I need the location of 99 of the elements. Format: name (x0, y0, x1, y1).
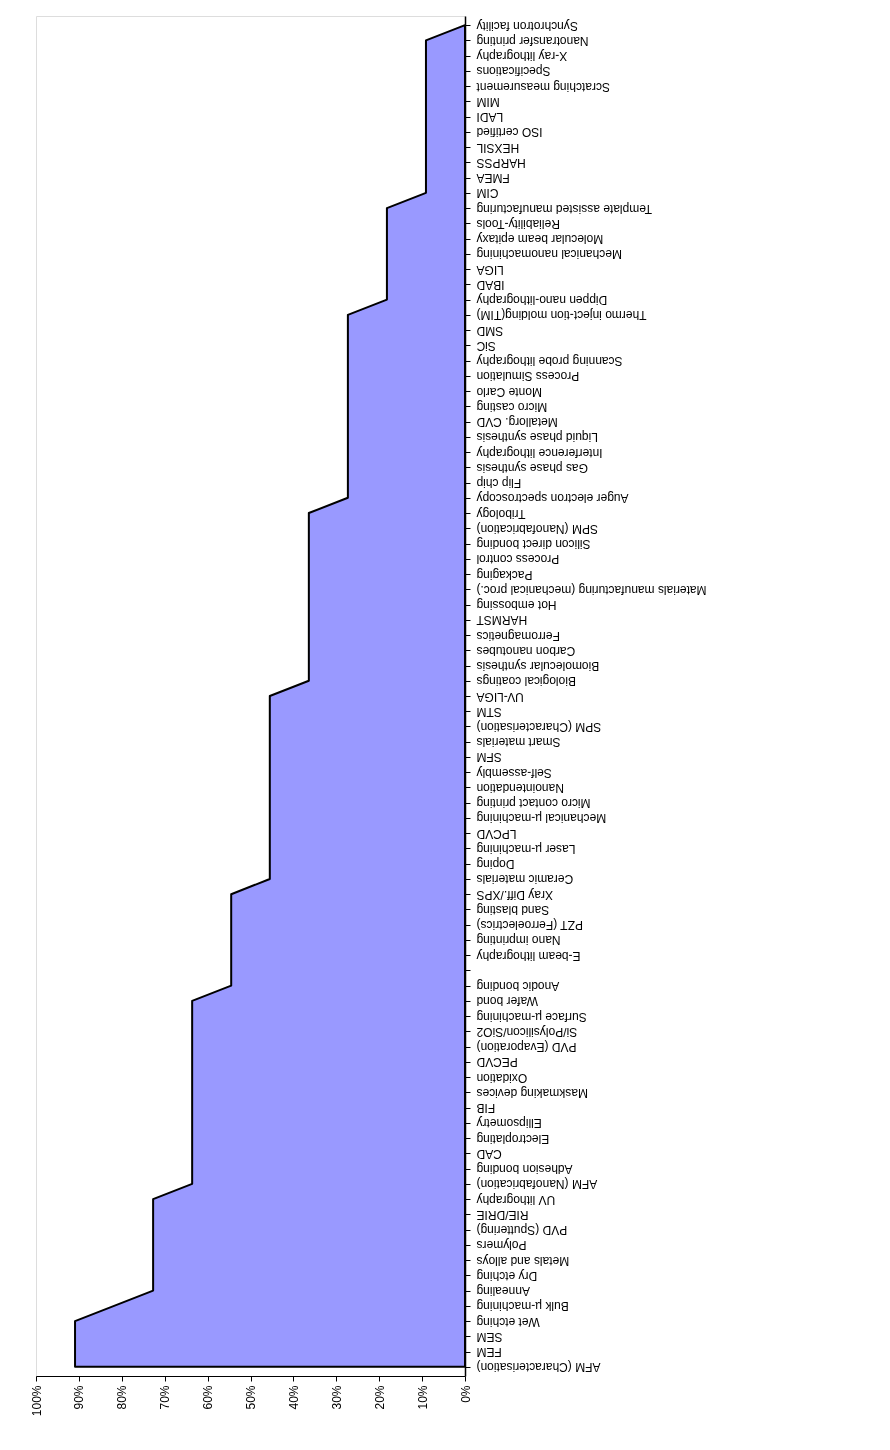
y-tick-label: Ellipsometry (476, 1116, 542, 1131)
y-tick-label: Oxidation (476, 1070, 528, 1085)
y-tick-label: LIGA (476, 262, 504, 277)
y-tick-label: Si/Polysilicon/SiO2 (476, 1024, 578, 1039)
y-tick-label: Wet etching (476, 1314, 540, 1329)
y-tick-label: Specifications (476, 64, 551, 79)
y-tick-label: Carbon nanotubes (476, 643, 576, 658)
y-tick-label: PVD (Sputtering) (476, 1223, 568, 1238)
y-tick-label: SEM (476, 1329, 503, 1344)
y-tick-label: Wafer bond (476, 994, 539, 1009)
y-tick-label: Smart materials (476, 735, 561, 750)
y-tick-label: SiC (476, 338, 496, 353)
y-tick-label: Nanotransfer printing (476, 33, 589, 48)
y-tick-label: RIE/DRIE (476, 1207, 529, 1222)
y-tick-label: Sand blasting (476, 902, 550, 917)
y-tick-label: STM (476, 704, 502, 719)
y-tick-label: AFM (Nanofabrication) (476, 1177, 598, 1192)
y-tick-label: Synchrotron facility (476, 18, 578, 33)
y-tick-label: CAD (476, 1146, 502, 1161)
y-tick-label: Electroplating (476, 1131, 550, 1146)
y-tick-label: Micro casting (476, 399, 548, 414)
y-tick-label: Micro contact printing (476, 796, 591, 811)
y-tick-label: Process control (476, 552, 560, 567)
y-tick-label: FEM (476, 1345, 502, 1360)
y-tick-label: Annealing (476, 1284, 530, 1299)
y-tick-label: Flip chip (476, 476, 522, 491)
y-tick-label: Ferromagnetics (476, 628, 560, 643)
y-tick-label: HARMST (475, 613, 528, 628)
x-tick-label: 30% (329, 1385, 344, 1410)
y-tick-label: IBAD (476, 277, 505, 292)
y-tick-label: FIB (476, 1101, 496, 1116)
y-tick-label: Biological coatings (476, 674, 576, 689)
y-tick-label: AFM (Characterisation) (476, 1360, 601, 1375)
y-tick-label: Nano imprinting (476, 933, 561, 948)
y-tick-label: LPCVD (476, 826, 517, 841)
y-tick-label: Tribology (476, 506, 526, 521)
y-tick-label: UV-LIGA (476, 689, 524, 704)
x-tick-label: 80% (115, 1385, 130, 1410)
y-tick-label: Reliability-Tools (476, 216, 560, 231)
y-tick-label: Doping (476, 857, 515, 872)
x-tick-label: 70% (158, 1385, 173, 1410)
y-tick-label: UV lithography (476, 1192, 556, 1207)
y-tick-label: Gas phase synthesis (476, 460, 588, 475)
y-tick-label: Dippen nano-lithography (476, 293, 608, 308)
y-tick-label: Thermo inject-tion molding(TIM) (476, 308, 647, 323)
x-tick-label: 0% (458, 1385, 473, 1403)
y-tick-label: SMD (476, 323, 504, 338)
y-tick-label: Metals and alloys (476, 1253, 570, 1268)
x-tick-label: 60% (201, 1385, 216, 1410)
y-tick-label: Surface µ-machining (476, 1009, 587, 1024)
y-tick-label: PECVD (476, 1055, 518, 1070)
y-tick-label: Mechanical µ-machining (476, 811, 607, 826)
x-tick-label: 90% (72, 1385, 87, 1410)
y-tick-label: Metallorg. CVD (476, 415, 558, 430)
x-tick-label: 100% (29, 1385, 44, 1417)
y-tick-label: Silicon direct bonding (476, 537, 591, 552)
y-tick-label: Packaging (476, 567, 533, 582)
y-tick-label: Self-assembly (476, 765, 552, 780)
y-tick-label: PZT (Ferroelectrics) (476, 918, 583, 933)
y-tick-label: Process Simulation (476, 369, 580, 384)
y-tick-label: Polymers (476, 1238, 527, 1253)
y-tick-label: Materials manufacturing (mechanical proc.) (476, 582, 707, 597)
y-tick-label: Monte Carlo (476, 384, 542, 399)
y-tick-label: Ceramic materials (476, 872, 574, 887)
y-tick-label: Scratching measurement (475, 79, 610, 94)
y-tick-label: Nanointendation (476, 780, 564, 795)
y-tick-label: ISO certified (476, 125, 543, 140)
x-tick-label: 50% (244, 1385, 258, 1410)
x-tick-label: 10% (415, 1385, 430, 1410)
x-tick-label: 20% (372, 1385, 387, 1410)
y-tick-label: Dry etching (476, 1268, 538, 1283)
y-tick-label: Molecular beam epitaxy (476, 232, 604, 247)
x-tick-label: 40% (286, 1385, 301, 1410)
y-tick-label: Anodic bonding (476, 979, 560, 994)
y-tick-label: SPM (Nanofabrication) (476, 521, 598, 536)
y-tick-label: SFM (476, 750, 502, 765)
y-tick-label: Maskmaking devices (476, 1085, 588, 1100)
y-tick-label: Xray Diff./XPS (476, 887, 553, 902)
y-tick-label: Biomolecular synthesis (476, 659, 600, 674)
y-tick-label: E-beam lithography (476, 948, 581, 963)
y-tick-label: MIM (476, 94, 500, 109)
y-tick-label: HARPSS (476, 155, 526, 170)
y-tick-label: Template assisted manufacturing (476, 201, 652, 216)
y-tick-label: Hot embossing (476, 598, 557, 613)
y-tick-label: PVD (Evaporation) (476, 1040, 577, 1055)
y-tick-label: Adhesion bonding (476, 1162, 573, 1177)
y-tick-label: FMEA (476, 171, 510, 186)
y-tick-label: CIM (476, 186, 499, 201)
y-tick-label: Mechanical nanomachining (476, 247, 622, 262)
y-tick-label: Bulk µ-machining (476, 1299, 569, 1314)
y-tick-label: SPM (Characterisation) (476, 719, 602, 734)
y-tick-label: Interference lithography (476, 445, 603, 460)
y-tick-label: X-ray lithography (476, 49, 568, 64)
y-tick-label: Scanning probe lithography (476, 354, 623, 369)
y-tick-label: Auger electron spectroscopy (476, 491, 629, 506)
y-tick-label: HEXSIL (476, 140, 520, 155)
y-tick-label: Liquid phase synthesis (476, 430, 598, 445)
y-tick-label: LADI (476, 110, 504, 125)
y-tick-label: Laser µ-machining (476, 841, 576, 856)
